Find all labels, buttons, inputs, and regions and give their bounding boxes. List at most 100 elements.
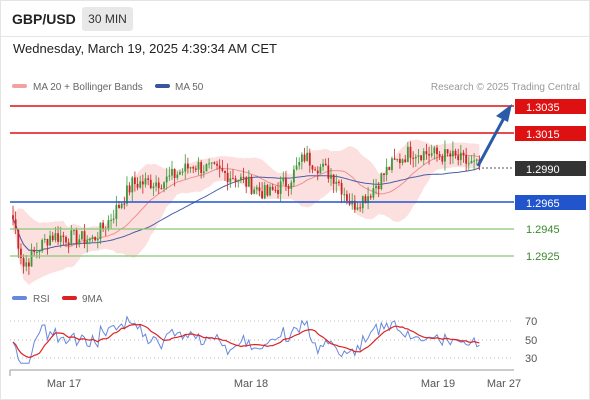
candle-body (91, 236, 94, 239)
candle-body (102, 222, 104, 229)
candle-body (436, 147, 438, 155)
candle-body (271, 186, 274, 190)
candle-body (338, 181, 340, 184)
candle-body (187, 163, 189, 169)
candles-group (12, 140, 481, 275)
candle-body (216, 163, 218, 166)
candle-body (343, 194, 346, 196)
candle-body (425, 151, 428, 155)
rsi-tick-50: 50 (525, 335, 537, 347)
ma50-legend-label: MA 50 (175, 82, 204, 93)
candle-body (433, 147, 436, 154)
candle-body (54, 233, 57, 241)
candle-body (346, 194, 348, 201)
candle-body (67, 242, 70, 245)
rsi-tick-30: 30 (525, 353, 537, 365)
candle-body (123, 203, 126, 205)
candle-body (110, 219, 112, 221)
candle-body (444, 149, 446, 162)
candle-body (41, 239, 44, 252)
candle-body (96, 239, 99, 241)
ma20-legend-label: MA 20 + Bollinger Bands (33, 82, 143, 93)
rsi-ma-legend-swatch (62, 296, 77, 300)
candle-body (149, 179, 152, 189)
candle-body (324, 163, 327, 166)
candle-body (62, 235, 65, 238)
candle-body (247, 176, 250, 187)
x-tick-label-mar19: Mar 19 (421, 378, 455, 390)
candle-body (22, 258, 25, 267)
candle-body (375, 185, 377, 189)
candle-body (250, 176, 253, 194)
candle-body (412, 157, 415, 159)
candle-body (454, 150, 457, 156)
header-divider (0, 36, 590, 37)
candle-body (300, 154, 303, 163)
candle-body (340, 183, 343, 195)
timeframe-button[interactable]: 30 MIN (82, 7, 133, 31)
candle-body (369, 196, 372, 198)
candle-body (282, 177, 285, 182)
candle-body (319, 166, 322, 174)
candle-body (409, 146, 412, 158)
candle-body (420, 155, 422, 161)
candle-body (128, 185, 131, 193)
current-price-label-box (515, 161, 586, 176)
candle-body (17, 229, 20, 249)
candle-body (218, 165, 221, 169)
candle-body (396, 158, 399, 160)
candle-body (406, 146, 409, 163)
candle-body (285, 177, 287, 187)
candle-body (446, 149, 449, 154)
candle-body (208, 163, 210, 165)
candle-body (298, 162, 301, 166)
candle-body (462, 152, 465, 156)
candle-body (152, 186, 155, 189)
candle-body (266, 185, 269, 196)
candle-body (35, 252, 38, 254)
candle-body (367, 196, 369, 204)
candle-body (245, 177, 248, 187)
candle-body (38, 251, 41, 253)
candle-body (303, 154, 306, 161)
candle-body (120, 203, 123, 208)
candle-body (391, 158, 393, 171)
candle-body (277, 190, 279, 194)
candle-body (465, 155, 468, 164)
candle-body (28, 262, 30, 267)
candle-body (255, 187, 258, 190)
candle-body (449, 153, 452, 157)
candle-body (86, 240, 89, 244)
candle-body (197, 162, 200, 170)
candle-body (306, 152, 309, 161)
candle-body (234, 178, 237, 182)
candle-body (475, 159, 478, 161)
candle-body (51, 235, 54, 241)
candle-body (242, 176, 245, 178)
x-tick-label-mar17: Mar 17 (47, 378, 81, 390)
candle-body (380, 173, 383, 190)
candle-body (287, 186, 290, 189)
candle-body (372, 188, 375, 198)
candle-body (269, 186, 271, 196)
candle-body (441, 156, 444, 162)
candle-body (221, 168, 224, 171)
candle-body (322, 163, 324, 167)
candle-body (237, 180, 240, 182)
candle-body (314, 169, 316, 171)
candle-body (226, 172, 229, 183)
candle-body (192, 167, 195, 169)
candle-body (99, 222, 102, 240)
rsi-tick-70: 70 (525, 316, 537, 328)
candle-body (168, 175, 171, 177)
forecast-arrow-head (496, 104, 512, 122)
candle-body (141, 181, 144, 185)
candle-body (430, 153, 433, 156)
candle-body (213, 162, 216, 164)
target-label-2: 1.2925 (526, 251, 560, 263)
candle-body (417, 155, 420, 157)
candle-body (356, 207, 359, 210)
candle-body (165, 176, 168, 183)
candle-body (163, 182, 165, 189)
